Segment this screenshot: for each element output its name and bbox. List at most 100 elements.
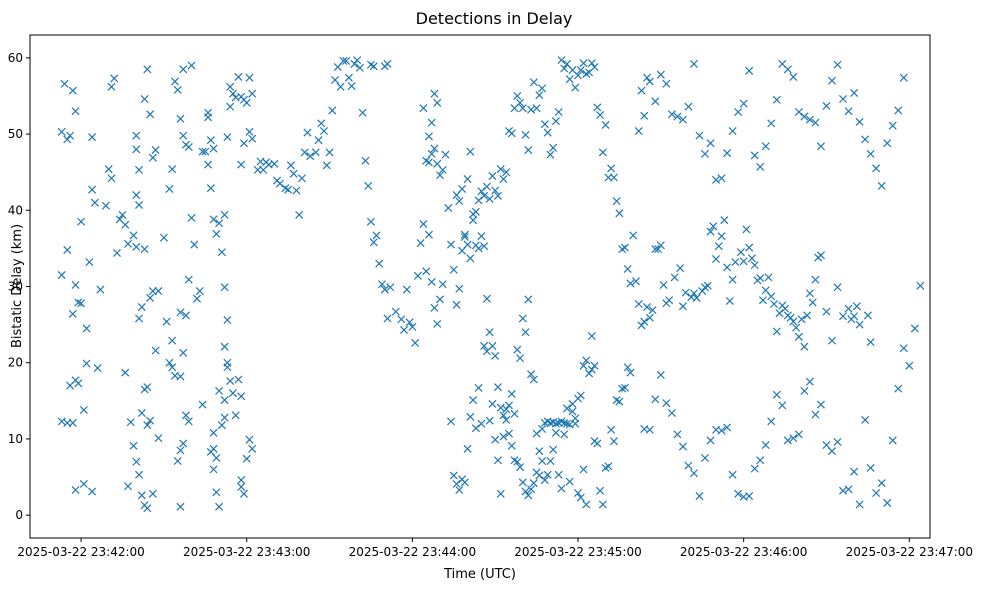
data-point bbox=[366, 217, 375, 226]
data-point bbox=[609, 173, 618, 182]
data-point bbox=[850, 467, 859, 476]
data-point bbox=[899, 344, 908, 353]
data-point bbox=[637, 86, 646, 95]
data-point bbox=[79, 405, 88, 414]
data-point bbox=[347, 82, 356, 91]
data-point bbox=[689, 469, 698, 478]
data-point bbox=[571, 83, 580, 92]
data-point bbox=[173, 457, 182, 466]
data-point bbox=[463, 444, 472, 453]
data-point bbox=[590, 361, 599, 370]
x-tick-label: 2025-03-22 23:43:00 bbox=[183, 545, 310, 559]
data-point bbox=[68, 418, 77, 427]
data-point bbox=[350, 59, 359, 68]
data-point bbox=[433, 98, 442, 107]
data-point bbox=[775, 309, 784, 318]
data-point bbox=[745, 66, 754, 75]
data-point bbox=[549, 445, 558, 454]
data-point bbox=[808, 298, 817, 307]
data-point bbox=[386, 283, 395, 292]
data-point bbox=[667, 408, 676, 418]
data-point bbox=[618, 384, 627, 393]
data-point bbox=[513, 457, 522, 466]
data-point bbox=[626, 368, 635, 377]
data-point bbox=[446, 417, 456, 426]
data-point bbox=[800, 112, 809, 121]
y-tick-label: 20 bbox=[8, 356, 23, 370]
data-point bbox=[231, 411, 240, 420]
data-point bbox=[587, 365, 596, 374]
data-point bbox=[521, 487, 530, 496]
data-point bbox=[424, 158, 433, 167]
y-tick-label: 30 bbox=[8, 280, 23, 294]
data-point bbox=[758, 296, 767, 305]
data-point bbox=[877, 479, 886, 488]
data-point bbox=[217, 248, 226, 257]
data-point bbox=[888, 436, 897, 445]
data-point bbox=[507, 441, 516, 450]
data-point bbox=[579, 59, 588, 68]
data-point bbox=[678, 302, 687, 311]
data-point bbox=[427, 277, 436, 286]
data-point bbox=[173, 85, 182, 94]
data-point bbox=[684, 461, 693, 470]
data-point bbox=[165, 184, 174, 193]
data-point bbox=[659, 280, 668, 290]
data-point bbox=[397, 315, 406, 324]
data-point bbox=[551, 428, 560, 437]
data-point bbox=[245, 127, 254, 136]
data-point bbox=[789, 72, 798, 81]
data-point bbox=[805, 115, 814, 124]
data-point bbox=[162, 317, 171, 326]
data-point bbox=[292, 186, 301, 195]
data-point bbox=[499, 432, 508, 441]
data-point bbox=[228, 89, 237, 98]
data-point bbox=[458, 184, 467, 193]
data-point bbox=[377, 280, 387, 289]
data-point bbox=[306, 152, 315, 161]
data-point bbox=[146, 293, 155, 302]
data-point bbox=[750, 464, 759, 473]
data-point bbox=[568, 399, 577, 408]
data-point bbox=[792, 323, 801, 332]
data-point bbox=[88, 487, 97, 496]
data-point bbox=[800, 342, 809, 351]
data-point bbox=[863, 311, 872, 320]
data-point bbox=[593, 439, 602, 448]
data-point bbox=[168, 363, 177, 372]
data-point bbox=[223, 133, 232, 142]
data-point bbox=[706, 227, 715, 236]
data-point bbox=[154, 434, 163, 443]
data-point bbox=[474, 196, 483, 205]
data-point bbox=[449, 471, 458, 480]
data-point bbox=[383, 314, 392, 323]
data-point bbox=[750, 261, 759, 270]
data-point bbox=[811, 118, 820, 127]
data-point bbox=[303, 128, 312, 137]
data-point bbox=[93, 364, 102, 373]
data-point bbox=[609, 437, 618, 446]
data-point bbox=[797, 315, 806, 324]
data-point bbox=[463, 175, 472, 184]
data-point bbox=[852, 302, 861, 311]
data-point bbox=[237, 392, 246, 401]
data-point bbox=[596, 110, 605, 120]
data-point bbox=[750, 151, 759, 160]
data-point bbox=[712, 255, 721, 264]
data-point bbox=[143, 421, 152, 430]
data-point bbox=[342, 56, 351, 65]
data-point bbox=[565, 477, 574, 486]
data-point bbox=[284, 185, 293, 194]
data-point bbox=[811, 275, 820, 284]
data-point bbox=[63, 245, 72, 254]
data-point bbox=[466, 412, 475, 421]
data-point bbox=[322, 161, 331, 170]
data-point bbox=[585, 369, 594, 378]
data-point bbox=[118, 210, 127, 219]
data-point bbox=[601, 120, 610, 129]
y-axis-label: Bistatic Delay (km) bbox=[10, 224, 25, 348]
data-point bbox=[466, 254, 475, 263]
data-point bbox=[510, 409, 519, 418]
data-point bbox=[353, 56, 362, 65]
data-point bbox=[866, 463, 875, 472]
